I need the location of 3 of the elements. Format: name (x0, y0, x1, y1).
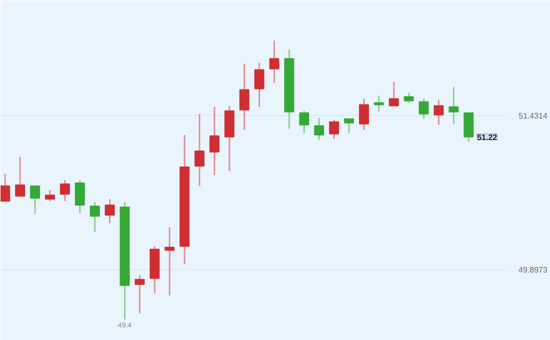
y-tick-label: 49.8973 (518, 266, 548, 275)
text: 51.22 (477, 132, 498, 142)
y-tick-label: 51.4314 (518, 112, 548, 121)
